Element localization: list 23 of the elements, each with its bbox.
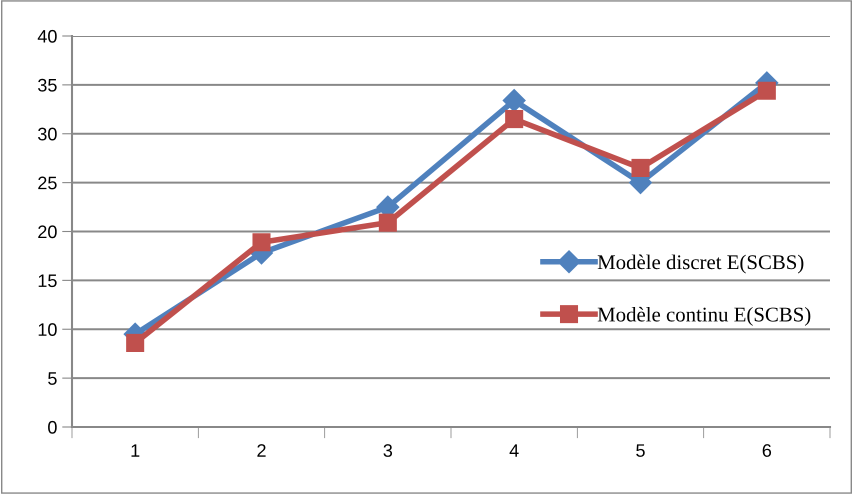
point bbox=[252, 233, 271, 252]
x-tick-label: 5 bbox=[636, 444, 645, 457]
y-tick-label: 15 bbox=[38, 274, 57, 288]
y-tick-label: 0 bbox=[48, 420, 57, 434]
point bbox=[505, 110, 524, 128]
y-tick-label: 5 bbox=[48, 372, 57, 385]
y-tick-label: 10 bbox=[38, 323, 57, 336]
legend-label: Modèle continu E(SCBS) bbox=[598, 306, 810, 326]
y-tick-label: 40 bbox=[38, 30, 57, 43]
point bbox=[378, 214, 397, 232]
point bbox=[758, 82, 776, 100]
point bbox=[126, 334, 144, 352]
legend-label: Modèle discret E(SCBS) bbox=[598, 254, 804, 274]
x-tick-label: 4 bbox=[510, 444, 519, 457]
x-tick-label: 2 bbox=[257, 444, 266, 457]
y-tick-label: 25 bbox=[38, 176, 57, 190]
x-tick-label: 6 bbox=[762, 444, 772, 457]
point bbox=[631, 158, 650, 177]
y-tick-label: 35 bbox=[38, 78, 57, 92]
y-tick-label: 30 bbox=[38, 128, 57, 140]
x-tick-label: 3 bbox=[384, 444, 392, 457]
x-tick-label: 1 bbox=[132, 444, 140, 457]
y-tick-label: 20 bbox=[38, 225, 57, 238]
